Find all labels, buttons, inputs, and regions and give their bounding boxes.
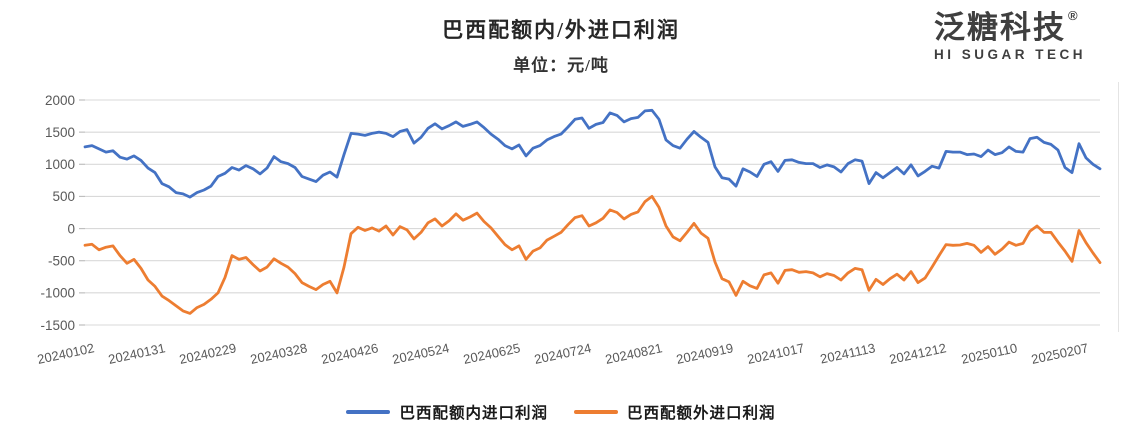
chart-legend: 巴西配额内进口利润 巴西配额外进口利润 <box>0 401 1122 423</box>
y-tick-label: 500 <box>52 189 75 204</box>
x-tick-label: 20240919 <box>675 340 735 367</box>
x-tick-label: 20240724 <box>533 340 593 367</box>
y-tick-label: 0 <box>67 221 75 236</box>
hi-sugar-tech-logo: 泛糖科技 ® HI SUGAR TECH <box>934 8 1086 62</box>
in-quota-legend-label: 巴西配额内进口利润 <box>399 405 548 422</box>
x-tick-label: 20250207 <box>1030 340 1090 367</box>
out-quota-line-swatch <box>574 410 618 414</box>
y-tick-label: 1500 <box>45 125 75 140</box>
x-tick-label: 20240102 <box>36 340 96 367</box>
registered-trademark-icon: ® <box>1067 8 1078 23</box>
x-tick-label: 20240131 <box>107 340 167 367</box>
y-tick-label: -500 <box>48 254 75 269</box>
logo-chinese-text: 泛糖科技 <box>933 10 1066 45</box>
x-tick-label: 20240821 <box>604 340 664 367</box>
legend-item-in-quota: 巴西配额内进口利润 <box>346 401 548 423</box>
x-tick-label: 20240229 <box>178 340 238 367</box>
out-quota-profit-line <box>83 194 1102 315</box>
x-tick-label: 20240524 <box>391 340 451 367</box>
in-quota-line-swatch <box>346 410 391 414</box>
x-tick-label: 20240328 <box>249 340 309 367</box>
x-tick-label: 20240625 <box>462 340 522 367</box>
x-tick-label: 20240426 <box>320 340 380 367</box>
y-tick-label: 2000 <box>45 93 75 108</box>
x-tick-label: 20241212 <box>888 340 948 367</box>
logo-english-text: HI SUGAR TECH <box>933 47 1086 62</box>
chart-right-edge-border <box>1118 82 1119 332</box>
in-quota-profit-line <box>83 108 1102 199</box>
out-quota-legend-label: 巴西配额外进口利润 <box>627 405 776 422</box>
legend-item-out-quota: 巴西配额外进口利润 <box>574 401 776 423</box>
y-tick-label: -1500 <box>40 318 75 333</box>
y-tick-label: 1000 <box>45 157 75 172</box>
x-tick-label: 20241017 <box>746 340 806 367</box>
x-tick-label: 20250110 <box>960 340 1019 366</box>
y-tick-label: -1000 <box>40 286 75 301</box>
x-tick-label: 20241113 <box>819 340 877 366</box>
